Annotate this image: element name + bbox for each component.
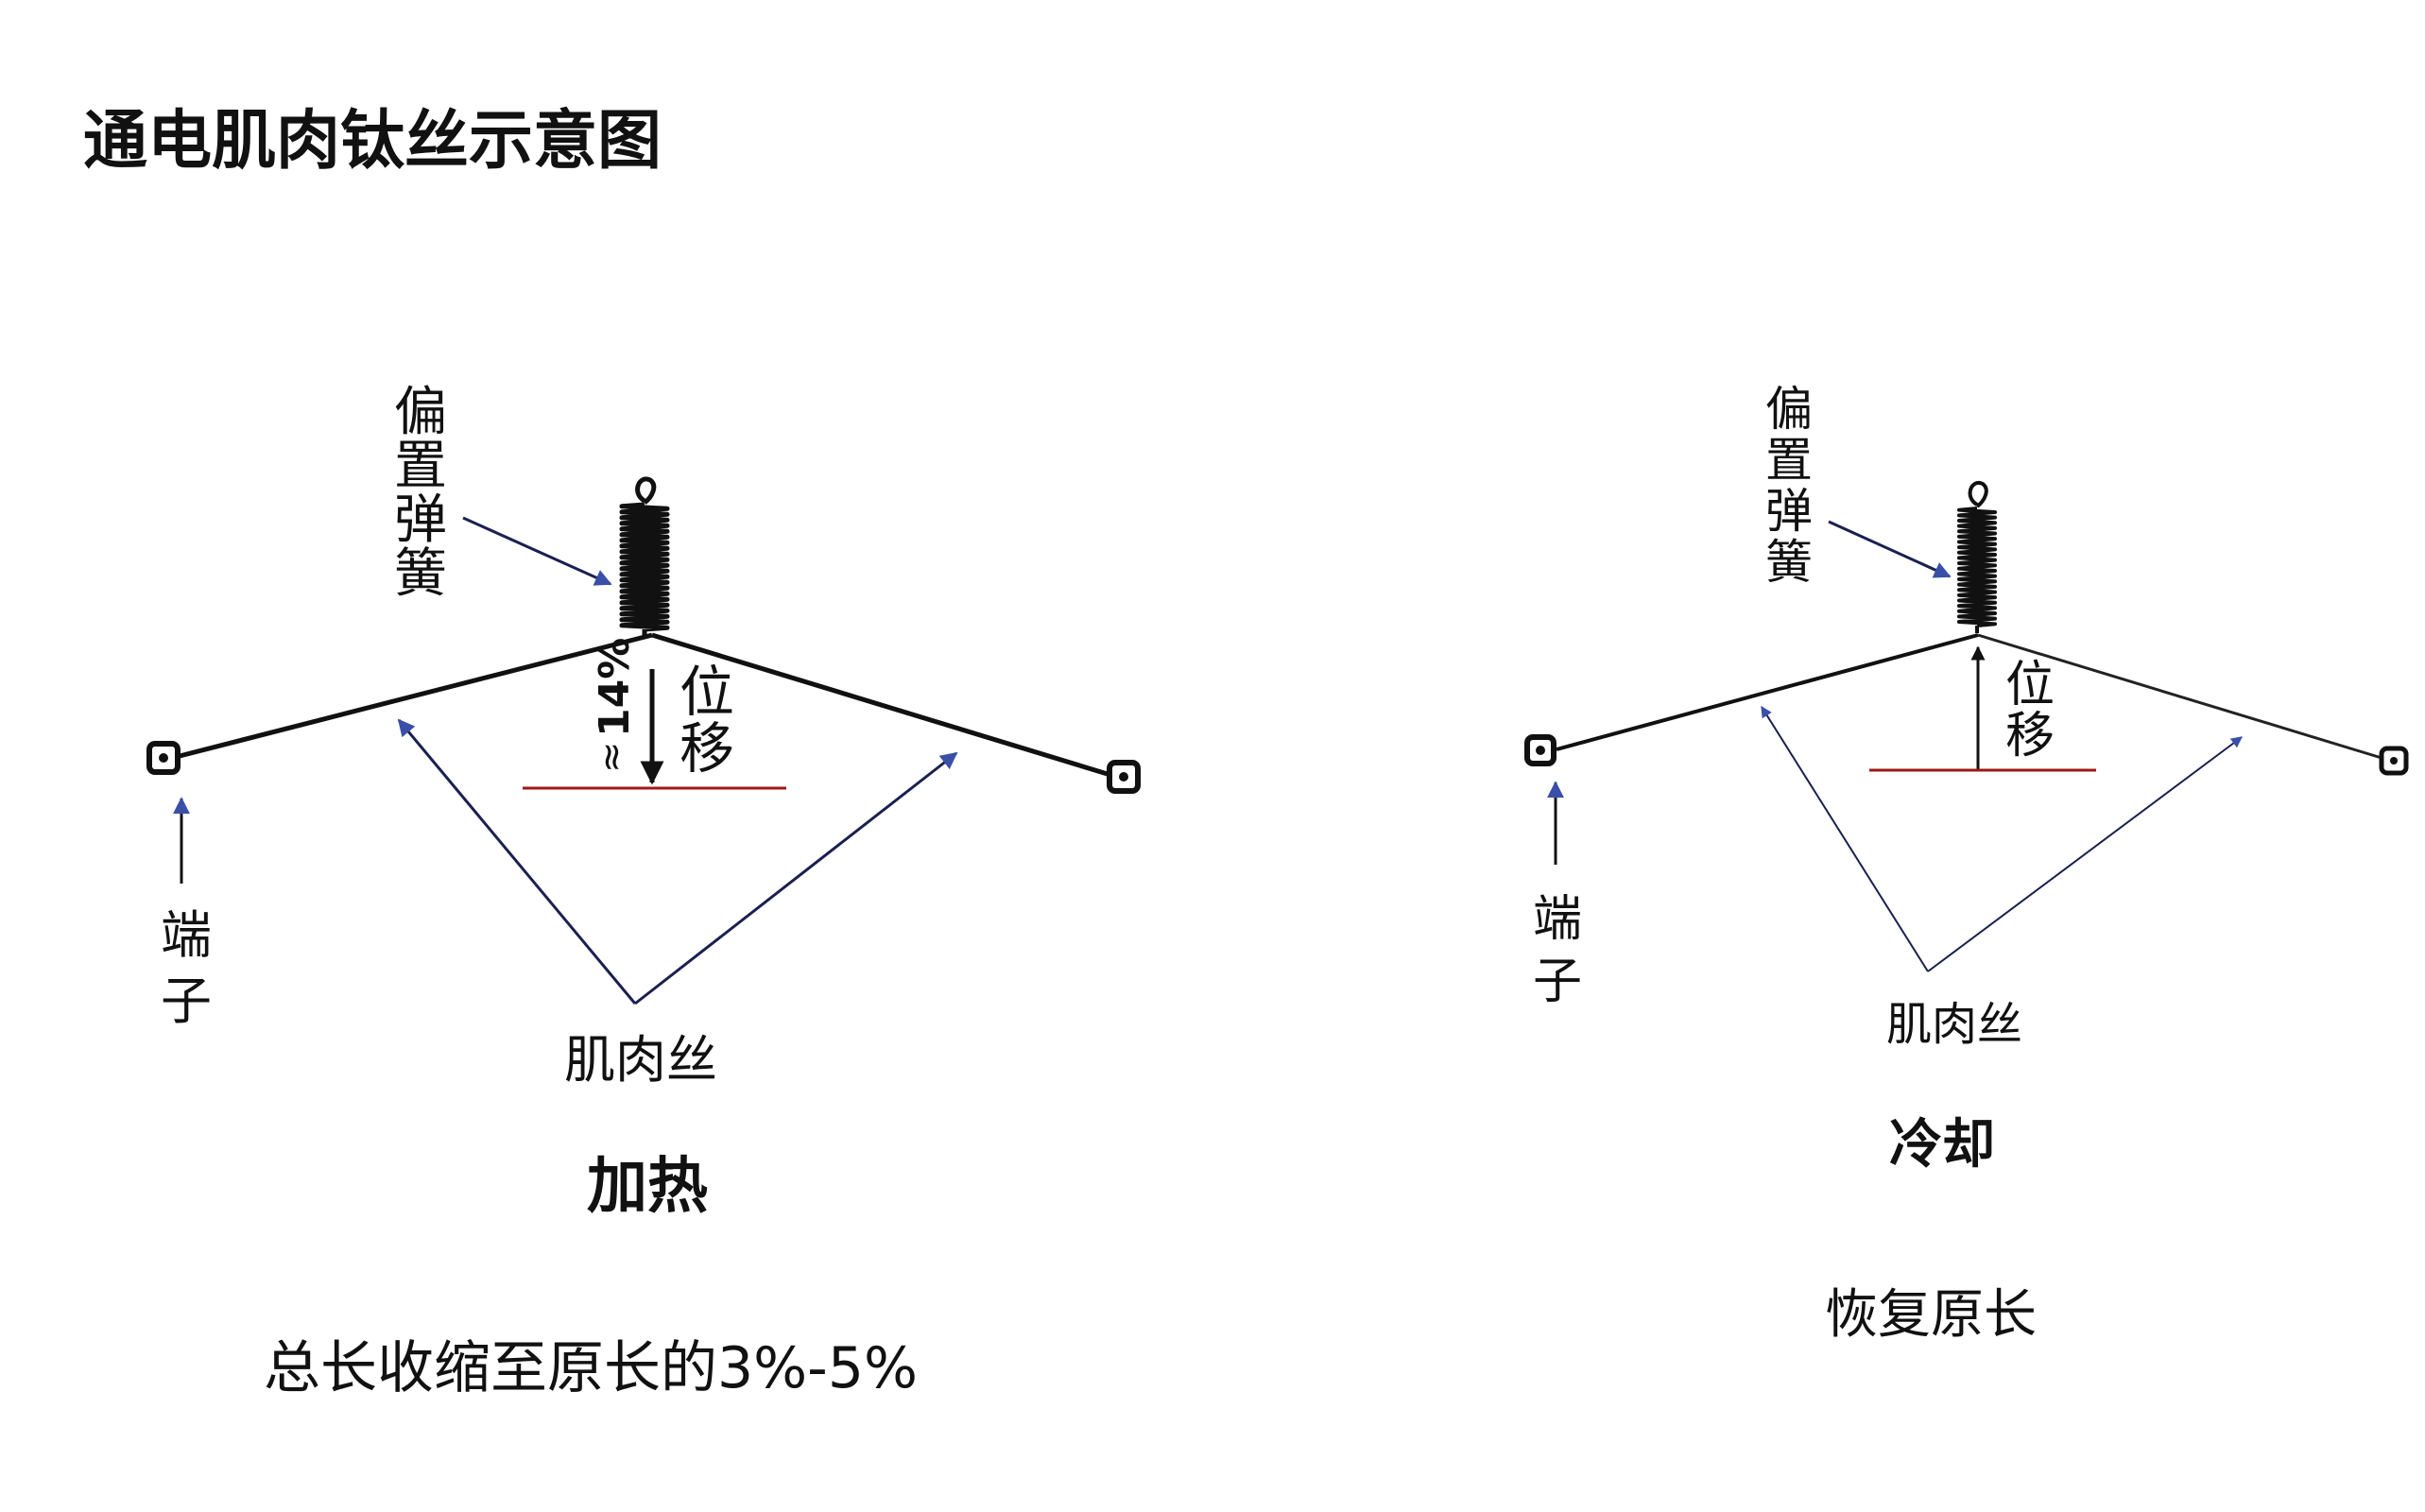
terminal-right-icon	[2379, 746, 2409, 776]
terminal-label-2: 子	[161, 971, 212, 1031]
svg-text:偏: 偏	[394, 382, 447, 443]
page-title: 通电肌肉钛丝示意图	[83, 104, 662, 179]
terminal-left-icon	[146, 741, 181, 775]
percent-label: 14%	[591, 638, 639, 737]
muscle-wire-right	[1977, 633, 2382, 760]
cooling-caption: 恢复原长	[1825, 1284, 2037, 1346]
muscle-wire-left	[179, 632, 653, 759]
bias-spring-label: 偏 置 弹 簧	[394, 382, 447, 605]
heating-caption: 总长收缩至原长的3%-5%	[264, 1335, 918, 1401]
bias-spring-icon	[619, 476, 670, 637]
bias-spring-icon	[1957, 480, 1997, 633]
displacement-label-1: 位	[679, 660, 734, 724]
cooling-panel: 偏 置 弹 簧 位 移 端 子 肌肉丝 冷却 恢复原长	[1524, 382, 2409, 1346]
wire-pointer-left	[397, 718, 637, 1005]
wire-pointer-right	[1927, 736, 2243, 972]
svg-text:置: 置	[394, 436, 447, 497]
terminal-right-icon	[1107, 760, 1141, 794]
bias-spring-label: 偏 置 弹 簧	[1765, 382, 1813, 590]
spring-pointer-arrow	[1828, 520, 1952, 578]
muscle-wire-right	[651, 632, 1111, 778]
svg-text:簧: 簧	[394, 543, 447, 605]
displacement-label-1: 位	[2005, 657, 2055, 713]
muscle-wire-left	[1556, 633, 1979, 751]
terminal-label-1: 端	[161, 905, 212, 965]
svg-text:弹: 弹	[394, 490, 447, 551]
terminal-label-1: 端	[1533, 891, 1582, 948]
heating-panel: 偏 置 弹 簧 14% ≈ 位 移 端 子 肌肉丝 加热 总长收缩至原长的3%-…	[146, 382, 1141, 1401]
approx-symbol: ≈	[590, 741, 633, 773]
muscle-wire-label: 肌肉丝	[564, 1030, 717, 1090]
svg-text:偏: 偏	[1765, 382, 1813, 437]
svg-text:弹: 弹	[1765, 484, 1813, 539]
displacement-label-2: 移	[679, 716, 734, 781]
cooling-state-label: 冷却	[1889, 1114, 1995, 1176]
svg-text:置: 置	[1765, 433, 1813, 488]
spring-pointer-arrow	[462, 516, 612, 586]
displacement-label-2: 移	[2005, 708, 2055, 765]
wire-pointer-right	[634, 751, 958, 1005]
heating-state-label: 加热	[587, 1152, 708, 1222]
svg-text:簧: 簧	[1765, 535, 1813, 590]
terminal-left-icon	[1524, 734, 1556, 766]
terminal-label-2: 子	[1533, 954, 1582, 1010]
muscle-wire-label: 肌肉丝	[1886, 998, 2022, 1051]
wire-pointer-left	[1761, 705, 1929, 972]
